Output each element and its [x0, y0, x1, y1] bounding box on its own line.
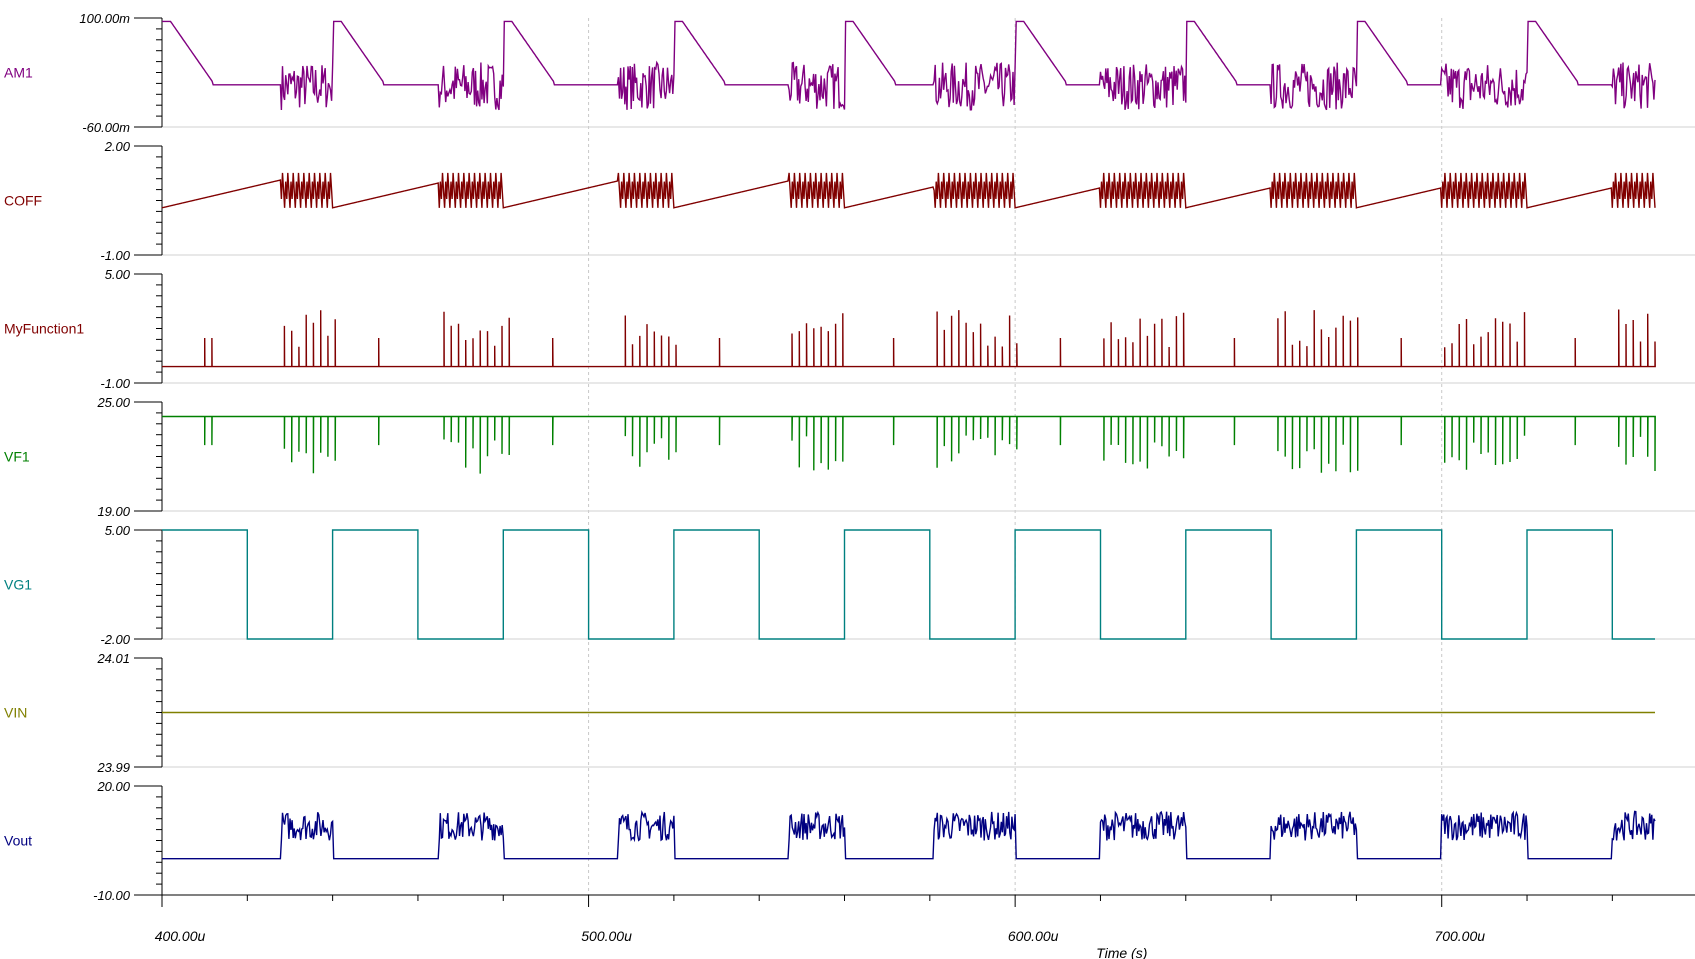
vin-channel-label: VIN — [4, 705, 27, 721]
vg1-ymax-label: 5.00 — [105, 523, 131, 538]
vf1-channel-label: VF1 — [4, 449, 30, 465]
am1-series-line — [162, 20, 1656, 111]
myfunction1-ymax-label: 5.00 — [105, 267, 131, 282]
coff-ymin-label: -1.00 — [100, 248, 130, 263]
vout-ymax-label: 20.00 — [96, 779, 130, 794]
vg1-channel-label: VG1 — [4, 577, 32, 593]
x-tick-label-3: 700.00u — [1434, 928, 1485, 944]
x-axis-label: Time (s) — [1096, 945, 1147, 959]
coff-channel-label: COFF — [4, 193, 42, 209]
x-tick-label-1: 500.00u — [581, 928, 632, 944]
vout-ymin-label: -10.00 — [93, 888, 131, 903]
coff-ymax-label: 2.00 — [104, 139, 131, 154]
vout-channel-label: Vout — [4, 833, 32, 849]
vin-ymax-label: 24.01 — [96, 651, 130, 666]
myfunction1-ymin-label: -1.00 — [100, 376, 130, 391]
coff-series-line — [161, 172, 1656, 209]
am1-ymin-label: -60.00m — [82, 120, 130, 135]
vg1-series-line — [162, 529, 1655, 640]
vout-series-line — [162, 809, 1656, 860]
vf1-series-line — [162, 415, 1656, 474]
am1-ymax-label: 100.00m — [79, 11, 130, 26]
vf1-ymin-label: 19.00 — [97, 504, 130, 519]
vin-ymin-label: 23.99 — [96, 760, 130, 775]
myfunction1-series-line — [162, 309, 1656, 368]
vf1-ymax-label: 25.00 — [96, 395, 130, 410]
x-tick-label-2: 600.00u — [1008, 928, 1059, 944]
myfunction1-channel-label: MyFunction1 — [4, 321, 84, 337]
am1-channel-label: AM1 — [4, 65, 33, 81]
vg1-ymin-label: -2.00 — [100, 632, 130, 647]
x-tick-label-0: 400.00u — [155, 928, 206, 944]
